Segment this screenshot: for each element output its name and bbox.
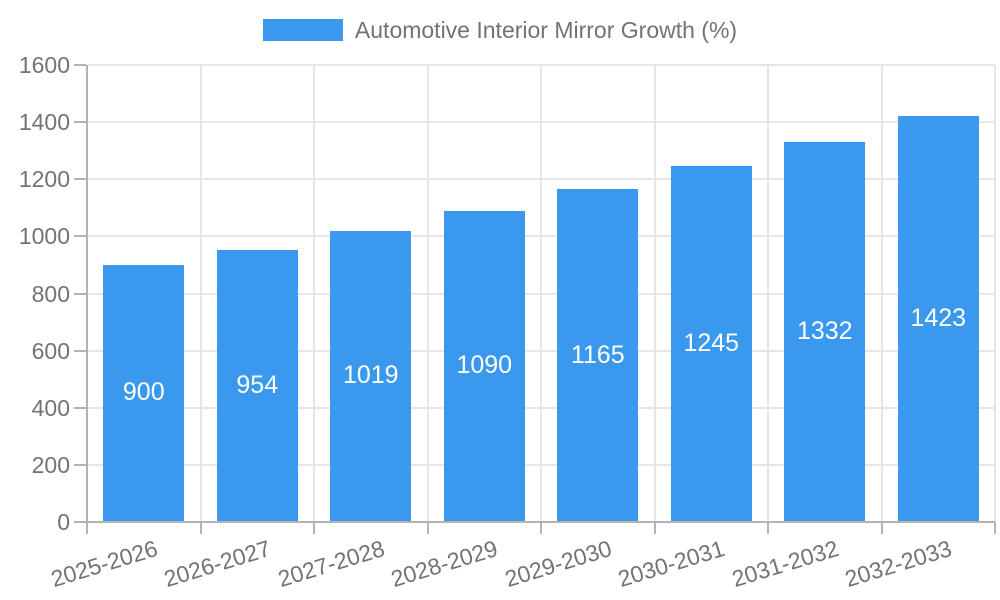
- y-tick-mark: [74, 64, 86, 66]
- y-tick-label: 1000: [18, 223, 70, 250]
- bar[interactable]: 1332: [784, 141, 866, 521]
- legend-swatch: [262, 19, 343, 41]
- x-axis-line: [86, 521, 995, 523]
- gridline-vertical: [540, 65, 542, 522]
- y-tick-mark: [74, 121, 86, 124]
- y-tick-label: 1600: [18, 52, 70, 78]
- bar-value-label: 900: [122, 378, 165, 407]
- bar-value-label: 1165: [570, 340, 625, 369]
- gridline-vertical: [880, 65, 883, 522]
- bar[interactable]: 1090: [443, 210, 525, 521]
- y-tick-mark: [74, 463, 86, 466]
- gridline-vertical: [767, 65, 769, 522]
- bar[interactable]: 1019: [330, 230, 412, 521]
- y-tick-label: 0: [57, 509, 70, 535]
- gridline-vertical: [653, 65, 656, 522]
- y-tick-mark: [74, 292, 86, 295]
- y-tick-mark: [74, 178, 86, 181]
- y-tick-mark: [74, 349, 86, 352]
- bar[interactable]: 954: [216, 249, 298, 521]
- y-tick-label: 400: [31, 394, 70, 421]
- bar[interactable]: 1165: [557, 189, 639, 521]
- x-tick-mark: [199, 522, 202, 534]
- legend-label: Automotive Interior Mirror Growth (%): [354, 17, 738, 43]
- bar-value-label: 1245: [683, 329, 740, 358]
- y-tick-mark: [74, 235, 86, 238]
- y-axis-line: [86, 65, 88, 523]
- y-tick-label: 800: [31, 280, 70, 307]
- gridline-vertical: [199, 65, 202, 522]
- bar-value-label: 1332: [796, 316, 853, 345]
- bar-value-label: 954: [236, 370, 279, 399]
- bar[interactable]: 1423: [897, 115, 979, 521]
- y-tick-label: 200: [31, 451, 70, 478]
- bar-value-label: 1423: [910, 303, 967, 332]
- x-tick-mark: [86, 522, 88, 534]
- y-tick-mark: [74, 406, 86, 409]
- x-tick-mark: [540, 522, 542, 534]
- x-tick-mark: [994, 522, 996, 534]
- chart-legend[interactable]: Automotive Interior Mirror Growth (%): [0, 17, 1000, 43]
- gridline-vertical: [994, 65, 996, 522]
- bar[interactable]: 1245: [670, 166, 752, 521]
- bar[interactable]: 900: [103, 264, 185, 521]
- y-tick-label: 600: [31, 337, 70, 364]
- x-tick-mark: [313, 522, 315, 534]
- y-tick-mark: [74, 521, 86, 523]
- y-tick-label: 1200: [18, 166, 70, 193]
- x-tick-mark: [653, 522, 656, 534]
- gridline-vertical: [426, 65, 429, 522]
- x-tick-mark: [880, 522, 883, 534]
- x-tick-mark: [767, 522, 769, 534]
- y-tick-label: 1400: [18, 109, 70, 136]
- gridline-vertical: [313, 65, 315, 522]
- x-tick-mark: [426, 522, 429, 534]
- bar-value-label: 1090: [456, 351, 513, 380]
- bar-value-label: 1019: [342, 361, 399, 390]
